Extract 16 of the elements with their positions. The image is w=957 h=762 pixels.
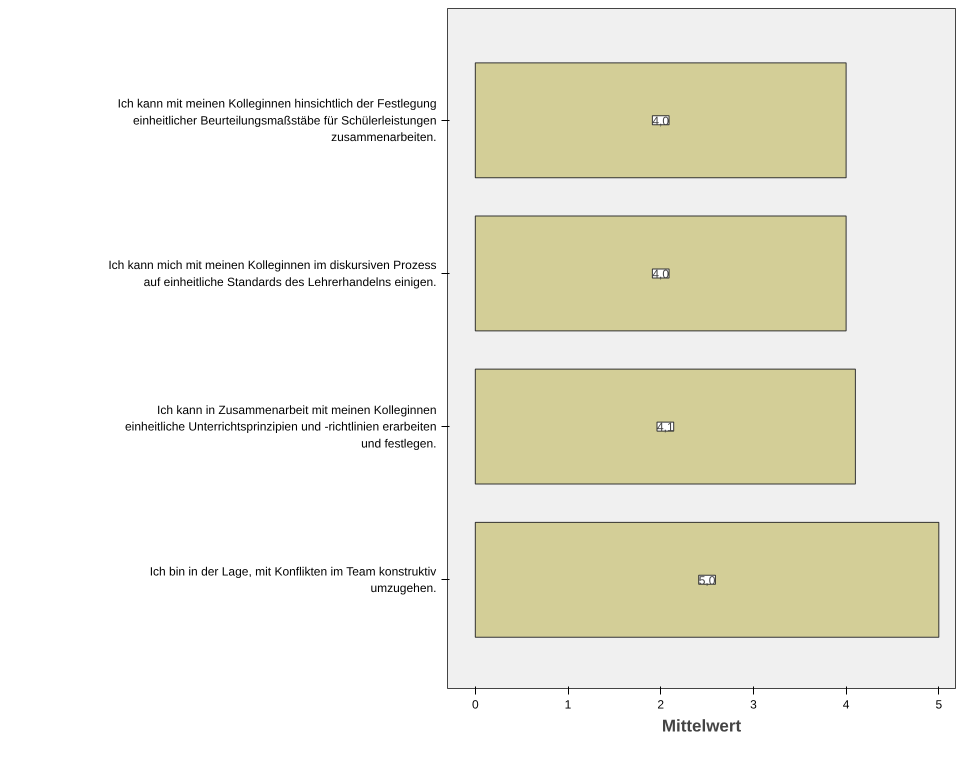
y-tick-label: Ich kann mich mit meinen Kolleginnen im diskursiven Prozess auf einheitliche Standards des Lehrerhandelns einigen. [108,258,437,289]
x-tick-label: 3 [750,698,758,712]
y-tick-label: Ich kann in Zusammenarbeit mit meinen Kolleginnen einheitliche Unterrichtsprinzipien und -richtlinien erarbeiten und festlegen. [125,402,437,450]
data-label: 5,0 [698,573,716,588]
bar [474,216,847,332]
x-axis-title: Mittelwert [662,716,742,736]
x-tick-label: 5 [935,698,942,712]
bar [474,522,940,638]
x-tick-label: 2 [657,698,664,712]
x-tick-label: 4 [842,698,850,712]
y-tick-label: Ich kann mit meinen Kolleginnen hinsichtlich der Festlegung einheitlicher Beurteilungsmaßstäbe für Schülerleistungen zusammenarbeiten. [118,96,437,144]
x-tick-label: 1 [564,698,572,712]
y-tick-label: Ich bin in der Lage, mit Konflikten im Team konstruktiv umzugehen. [150,564,436,596]
x-tick-label: 0 [472,698,479,712]
bar [474,62,847,178]
bar [474,368,856,485]
